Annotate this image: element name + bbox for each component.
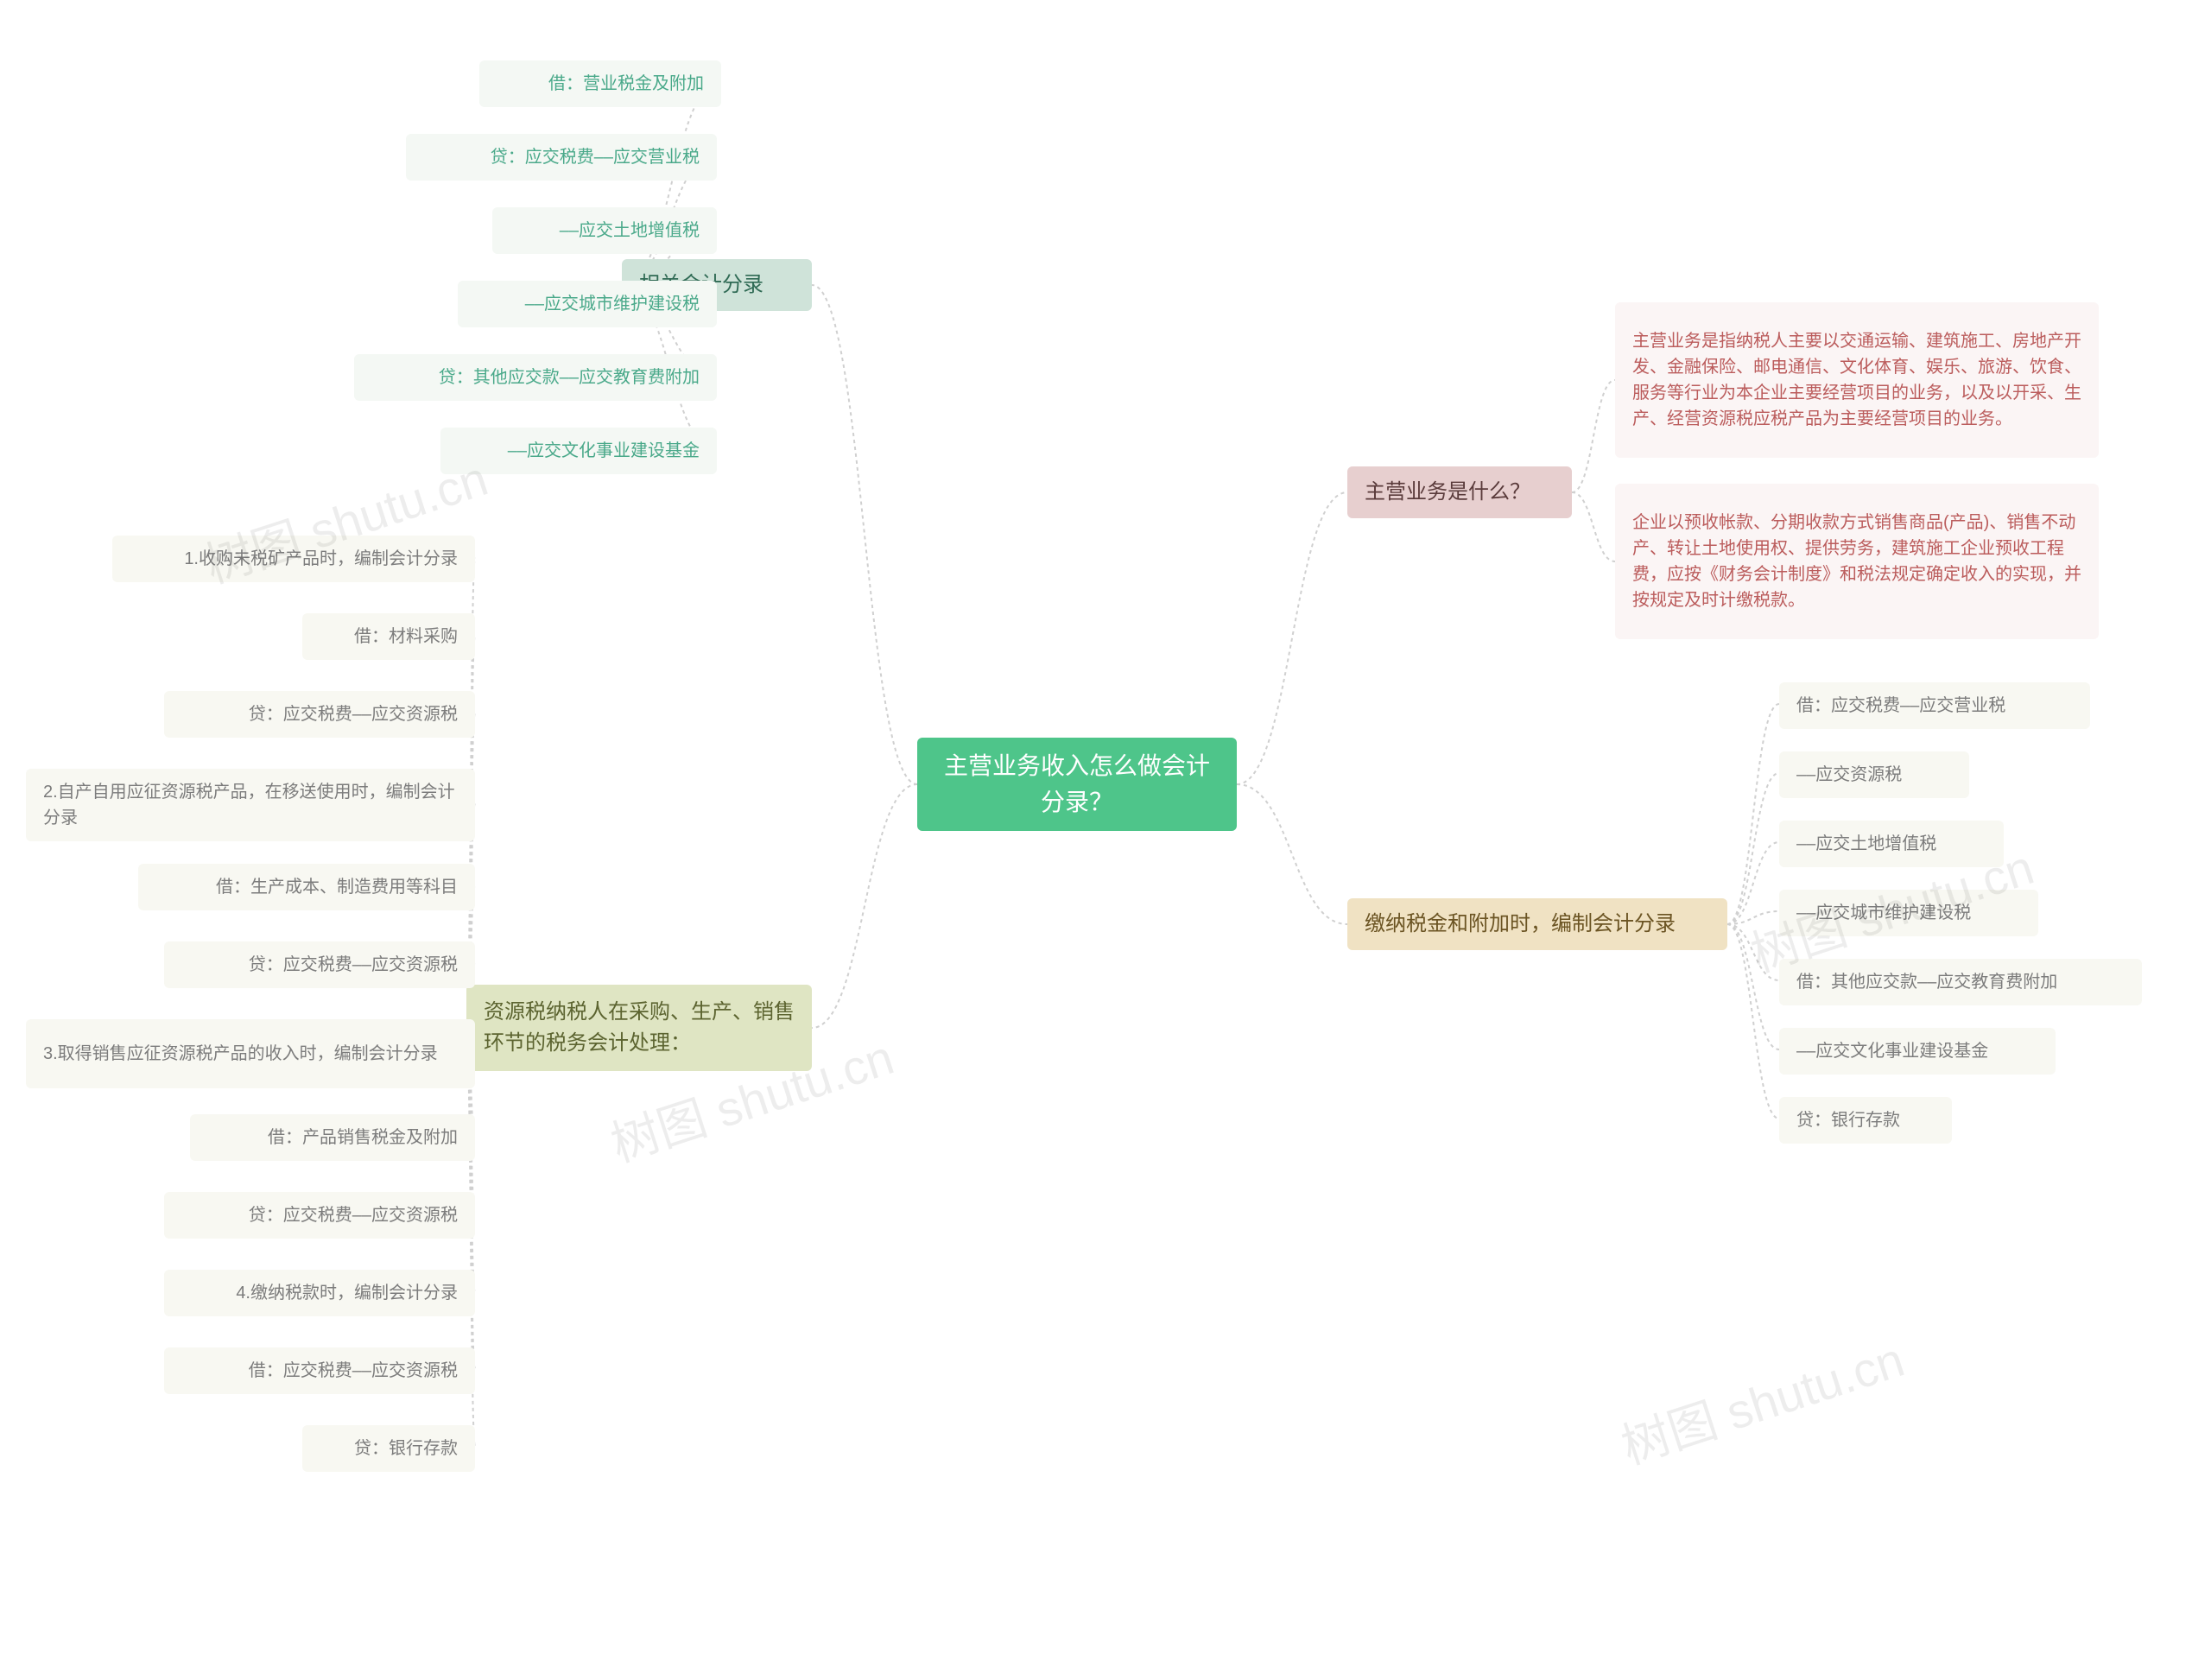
leaf-b4-8: 贷：应交税费––应交资源税 [164,1192,475,1239]
leaf-b3-5: ––应交文化事业建设基金 [440,428,717,474]
leaf-b4-4: 借：生产成本、制造费用等科目 [138,864,475,910]
leaf-b2-1: ––应交资源税 [1779,751,1969,798]
leaf-b4-2: 贷：应交税费––应交资源税 [164,691,475,738]
leaf-b3-2: ––应交土地增值税 [492,207,717,254]
leaf-b1-1: 企业以预收帐款、分期收款方式销售商品(产品)、销售不动产、转让土地使用权、提供劳… [1615,484,2099,639]
leaf-b4-5: 贷：应交税费––应交资源税 [164,941,475,988]
leaf-b2-6: 贷：银行存款 [1779,1097,1952,1144]
root-node: 主营业务收入怎么做会计分录？ [917,738,1237,831]
leaf-b4-7: 借：产品销售税金及附加 [190,1114,475,1161]
leaf-b4-11: 贷：银行存款 [302,1425,475,1472]
leaf-b1-0: 主营业务是指纳税人主要以交通运输、建筑施工、房地产开发、金融保险、邮电通信、文化… [1615,302,2099,458]
leaf-b2-4: 借：其他应交款––应交教育费附加 [1779,959,2142,1005]
leaf-b2-0: 借：应交税费––应交营业税 [1779,682,2090,729]
branch-b2: 缴纳税金和附加时，编制会计分录 [1347,898,1727,950]
leaf-b3-4: 贷：其他应交款––应交教育费附加 [354,354,717,401]
branch-b1: 主营业务是什么？ [1347,466,1572,518]
watermark-2: 树图 shutu.cn [1612,1322,1912,1479]
leaf-b2-2: ––应交土地增值税 [1779,821,2004,867]
leaf-b3-3: ––应交城市维护建设税 [458,281,717,327]
leaf-b3-1: 贷：应交税费––应交营业税 [406,134,717,181]
leaf-b4-6: 3.取得销售应征资源税产品的收入时，编制会计分录 [26,1019,475,1088]
leaf-b3-0: 借：营业税金及附加 [479,60,721,107]
leaf-b2-3: ––应交城市维护建设税 [1779,890,2038,936]
leaf-b4-10: 借：应交税费––应交资源税 [164,1347,475,1394]
leaf-b4-0: 1.收购未税矿产品时，编制会计分录 [112,536,475,582]
leaf-b2-5: ––应交文化事业建设基金 [1779,1028,2056,1075]
leaf-b4-1: 借：材料采购 [302,613,475,660]
leaf-b4-9: 4.缴纳税款时，编制会计分录 [164,1270,475,1316]
leaf-b4-3: 2.自产自用应征资源税产品，在移送使用时，编制会计分录 [26,769,475,841]
branch-b4: 资源税纳税人在采购、生产、销售环节的税务会计处理： [466,985,812,1071]
